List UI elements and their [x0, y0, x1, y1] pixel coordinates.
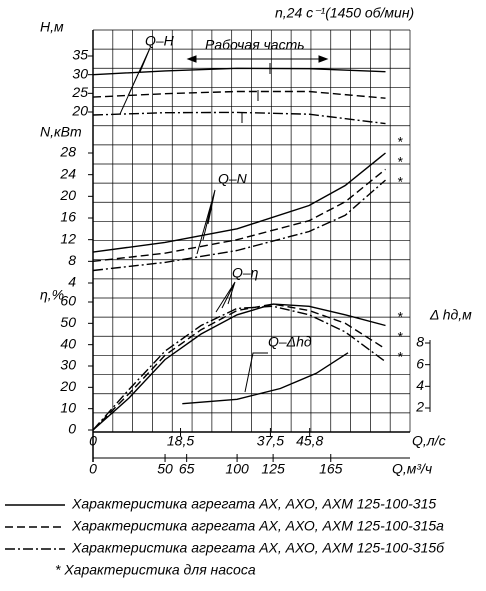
chart-title: n,24 c⁻¹(1450 об/мин) [275, 5, 414, 21]
line-series [92, 90, 386, 99]
y-tick-label: 0 [68, 421, 76, 437]
y-tick-label: 8 [68, 252, 76, 268]
y-axis-label: η,% [40, 287, 64, 303]
y-tick-label: 30 [72, 65, 88, 81]
y-tick-label: 10 [60, 399, 76, 415]
curve-label: Q–η [232, 265, 259, 281]
y-axis-label: Δ hд,м [429, 307, 472, 323]
line-series [92, 303, 386, 431]
y-tick-label: 24 [59, 165, 76, 181]
y-tick-label: 50 [60, 314, 76, 330]
x-tick-label: 45,8 [296, 433, 323, 449]
x-tick-label: 37,5 [257, 433, 284, 449]
y-tick-label: 40 [60, 335, 76, 351]
y-tick-label: 6 [416, 355, 424, 371]
y-tick-label: 60 [60, 293, 76, 309]
curve-label: Q–H [145, 33, 175, 49]
y-tick-label: 4 [68, 274, 76, 290]
y-tick-label: 12 [60, 230, 76, 246]
y-tick-label: 35 [72, 47, 88, 63]
x-tick-label: 165 [319, 461, 343, 477]
y-tick-label: 20 [59, 378, 76, 394]
line-series [92, 305, 386, 431]
line-series [92, 179, 386, 272]
x-tick-label: 100 [225, 461, 249, 477]
y-tick-label: 4 [416, 377, 424, 393]
y-tick-label: 8 [416, 334, 424, 350]
y-tick-label: 20 [59, 187, 76, 203]
y-tick-label: 30 [60, 357, 76, 373]
legend-label: Характеристика агрегата АХ, АХО, АХМ 125… [71, 540, 445, 556]
x-tick-label: 0 [89, 461, 97, 477]
pump-mark: * [397, 174, 403, 190]
line-series [182, 352, 349, 405]
curve-pointers [119, 47, 268, 393]
y-axis-label: Н,м [40, 19, 64, 35]
y-tick-label: 2 [415, 399, 424, 415]
y-axis-label: N,кВт [40, 124, 82, 140]
line-series [92, 152, 386, 253]
y-tick-label: 28 [59, 144, 76, 160]
working-zone-label: Рабочая часть [205, 37, 305, 53]
legend-label: Характеристика агрегата АХ, АХО, АХМ 125… [71, 496, 436, 512]
pump-mark: * [397, 329, 403, 345]
x-axis-label: Q,л/с [412, 433, 446, 449]
pump-mark: * [397, 349, 403, 365]
pump-mark: * [397, 134, 403, 150]
y-tick-label: 16 [60, 209, 76, 225]
legend-label: Характеристика агрегата АХ, АХО, АХМ 125… [71, 518, 444, 534]
line-series [92, 111, 386, 125]
pump-mark: * [397, 154, 403, 170]
x-tick-label: 50 [157, 461, 173, 477]
curve-label: Q–Δhд [268, 334, 312, 350]
line-series [92, 303, 386, 431]
line-series [92, 67, 386, 76]
line-series [92, 168, 386, 262]
y-tick-label: 25 [71, 84, 88, 100]
x-axis-label: Q,м³/ч [392, 461, 432, 477]
x-tick-label: 125 [261, 461, 285, 477]
x-tick-label: 0 [89, 433, 97, 449]
x-tick-label: 18,5 [167, 433, 194, 449]
x-tick-label: 65 [179, 461, 195, 477]
curve-label: Q–N [218, 171, 248, 187]
footnote: * Характеристика для насоса [55, 562, 256, 578]
pump-mark: * [397, 309, 403, 325]
y-tick-label: 20 [71, 103, 88, 119]
